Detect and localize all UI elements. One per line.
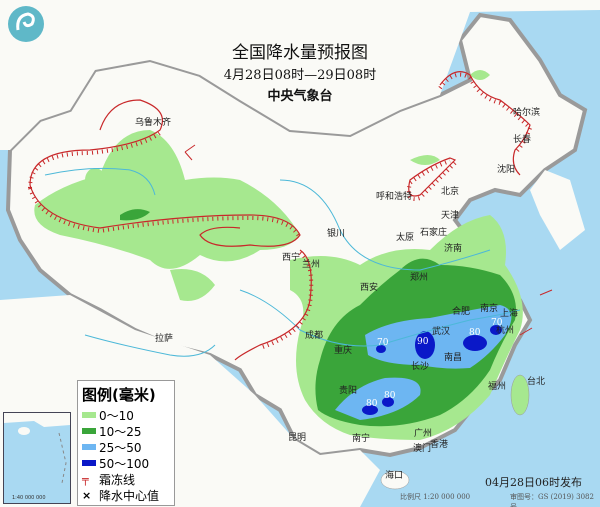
south-china-sea-inset: 1:40 000 000 xyxy=(3,412,71,504)
city-wuhan: 武汉 xyxy=(432,325,450,337)
city-shenyang: 沈阳 xyxy=(497,163,515,175)
swatch xyxy=(82,460,96,466)
city-shijiazhuang: 石家庄 xyxy=(420,226,447,238)
legend-label: 50～100 xyxy=(99,456,150,471)
frost-lines xyxy=(28,71,553,361)
rain-center-value: 70 xyxy=(491,318,503,328)
rain-center-value: 80 xyxy=(366,399,378,409)
city-labels: 乌鲁木齐 哈尔滨 长春 沈阳 呼和浩特 北京 天津 太原 石家庄 济南 银川 西… xyxy=(135,106,545,481)
legend-label: 25～50 xyxy=(99,440,142,455)
legend-item: 10～25 xyxy=(78,423,174,439)
city-hohhot: 呼和浩特 xyxy=(376,190,412,202)
korea xyxy=(530,170,585,250)
swatch xyxy=(82,412,96,418)
city-hefei: 合肥 xyxy=(452,305,470,317)
city-harbin: 哈尔滨 xyxy=(513,106,540,118)
city-shanghai: 上海 xyxy=(500,307,518,319)
city-guiyang: 贵阳 xyxy=(339,384,357,396)
legend-label: 霜冻线 xyxy=(99,472,136,487)
city-yinchuan: 银川 xyxy=(327,227,345,239)
rain-center-value: 80 xyxy=(384,391,396,401)
city-lanzhou: 兰州 xyxy=(302,258,320,270)
legend-label: 10～25 xyxy=(99,424,142,439)
legend: 图例(毫米) 0～10 10～25 25～50 50～100 ╤ 霜冻线 × 降水中… xyxy=(77,380,175,506)
city-jinan: 济南 xyxy=(444,242,462,254)
legend-item: 50～100 xyxy=(78,455,174,471)
land-outside xyxy=(0,0,600,150)
cma-logo-icon xyxy=(8,6,44,42)
city-taipei: 台北 xyxy=(527,375,545,387)
map-review-number: 审图号：GS (2019) 3082号 xyxy=(510,493,594,507)
city-beijing: 北京 xyxy=(441,185,459,197)
rain-center-value: 90 xyxy=(417,337,429,347)
rain-25-50 xyxy=(335,305,512,420)
city-nanjing: 南京 xyxy=(480,302,498,314)
city-tianjin: 天津 xyxy=(441,210,459,221)
legend-item: × 降水中心值 xyxy=(78,487,174,503)
city-changsha: 长沙 xyxy=(411,360,429,372)
map-title: 全国降水量预报图 xyxy=(232,43,368,63)
legend-item: 25～50 xyxy=(78,439,174,455)
rain-50-100 xyxy=(362,325,502,415)
legend-label: 0～10 xyxy=(99,408,134,423)
agency-name: 中央气象台 xyxy=(267,89,333,104)
city-chengdu: 成都 xyxy=(305,329,323,341)
rain-center-value: 80 xyxy=(469,328,481,338)
taiwan-island xyxy=(510,374,530,416)
city-lhasa: 拉萨 xyxy=(155,332,173,344)
swatch xyxy=(82,428,96,434)
frost-line-icon: ╤ xyxy=(82,472,89,486)
city-guangzhou: 广州 xyxy=(414,427,432,439)
city-fuzhou: 福州 xyxy=(488,380,506,392)
city-zhengzhou: 郑州 xyxy=(410,271,428,283)
legend-item: 0～10 xyxy=(78,407,174,423)
legend-item: ╤ 霜冻线 xyxy=(78,471,174,487)
city-urumqi: 乌鲁木齐 xyxy=(135,116,171,128)
cross-icon: × xyxy=(82,488,92,502)
city-taiyuan: 太原 xyxy=(396,231,414,243)
city-hongkong: 香港 xyxy=(430,438,448,450)
city-chongqing: 重庆 xyxy=(334,344,352,356)
city-macau: 澳门 xyxy=(413,442,431,454)
issue-time: 04月28日06时发布 xyxy=(485,476,582,489)
map-scale: 比例尺 1:20 000 000 xyxy=(400,493,471,501)
city-haikou: 海口 xyxy=(385,469,403,481)
city-xining: 西宁 xyxy=(282,251,300,263)
rain-centers: 70 90 80 70 80 80 xyxy=(366,318,503,409)
inset-map: 1:40 000 000 xyxy=(4,413,70,501)
city-hangzhou: 杭州 xyxy=(496,324,514,336)
city-kunming: 昆明 xyxy=(288,432,306,443)
hainan-island xyxy=(380,470,410,490)
rivers xyxy=(44,167,521,357)
legend-label: 降水中心值 xyxy=(99,488,160,503)
legend-title: 图例(毫米) xyxy=(82,386,156,404)
city-nanning: 南宁 xyxy=(352,432,370,444)
city-xian: 西安 xyxy=(360,281,378,293)
city-changchun: 长春 xyxy=(513,133,531,145)
forecast-period: 4月28日08时—29日08时 xyxy=(223,68,377,83)
rain-center-value: 70 xyxy=(377,338,389,348)
city-nanchang: 南昌 xyxy=(444,351,462,363)
swatch xyxy=(82,444,96,450)
inset-scale: 1:40 000 000 xyxy=(12,495,46,501)
